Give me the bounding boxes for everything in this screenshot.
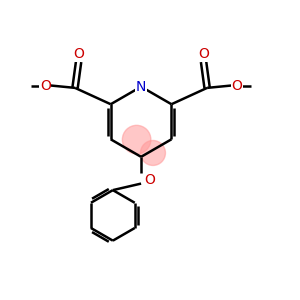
Text: N: N — [136, 80, 146, 94]
Text: O: O — [73, 47, 84, 61]
Text: O: O — [198, 47, 209, 61]
Text: O: O — [40, 79, 51, 92]
Circle shape — [122, 125, 151, 154]
Circle shape — [140, 140, 166, 166]
Text: O: O — [144, 173, 155, 187]
Text: O: O — [231, 79, 242, 92]
